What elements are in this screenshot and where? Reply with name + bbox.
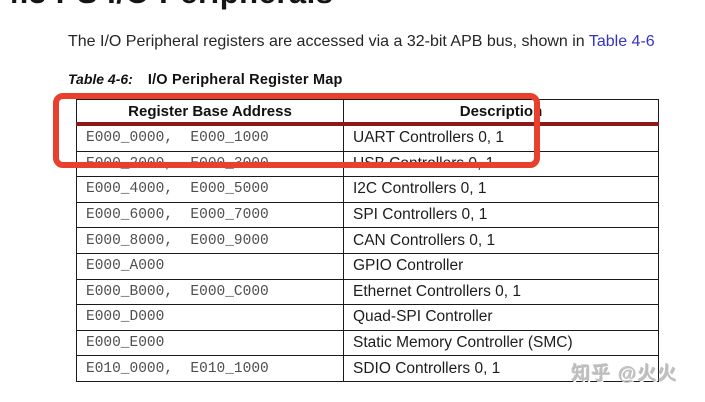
description-cell: UART Controllers 0, 1: [343, 123, 659, 152]
address-cell: E010_0000, E010_1000: [76, 355, 344, 382]
address-cell: E000_B000, E000_C000: [76, 278, 344, 306]
address-cell: E000_A000: [76, 252, 344, 280]
table-caption-title: I/O Peripheral Register Map: [147, 72, 343, 88]
column-header-register-base-address: Register Base Address: [76, 99, 344, 126]
table-caption: Table 4-6: I/O Peripheral Register Map: [68, 71, 343, 89]
address-cell: E000_2000, E000_3000: [76, 150, 344, 178]
table-row: E000_B000, E000_C000 Ethernet Controller…: [76, 278, 659, 306]
register-map-table: Register Base Address Description E000_0…: [76, 99, 659, 382]
section-heading: 4.3 PS I/O Peripherals: [2, 0, 562, 11]
register-table-body: E000_0000, E000_1000 UART Controllers 0,…: [76, 123, 659, 382]
description-cell: GPIO Controller: [343, 252, 659, 280]
address-cell: E000_4000, E000_5000: [76, 176, 344, 203]
description-cell: Quad-SPI Controller: [343, 304, 659, 331]
intro-paragraph: The I/O Peripheral registers are accesse…: [68, 31, 655, 53]
table-row: E010_0000, E010_1000 SDIO Controllers 0,…: [76, 355, 659, 382]
table-row: E000_A000 GPIO Controller: [76, 252, 659, 280]
table-row: E000_E000 Static Memory Controller (SMC): [76, 329, 659, 357]
address-cell: E000_D000: [76, 304, 344, 331]
description-cell: Ethernet Controllers 0, 1: [343, 278, 659, 306]
description-cell: I2C Controllers 0, 1: [343, 176, 659, 203]
table-row: E000_D000 Quad-SPI Controller: [76, 304, 659, 331]
column-header-description: Description: [343, 99, 659, 126]
intro-text: The I/O Peripheral registers are accesse…: [68, 33, 589, 50]
address-cell: E000_8000, E000_9000: [76, 227, 344, 254]
description-cell: CAN Controllers 0, 1: [343, 227, 659, 254]
table-row: E000_6000, E000_7000 SPI Controllers 0, …: [76, 201, 659, 229]
address-cell: E000_E000: [76, 329, 344, 357]
section-heading-text: 4.3 PS I/O Peripherals: [2, 0, 562, 11]
table-row: E000_8000, E000_9000 CAN Controllers 0, …: [76, 227, 659, 254]
description-cell: USB Controllers 0, 1: [343, 150, 659, 178]
table-row: E000_0000, E000_1000 UART Controllers 0,…: [76, 123, 659, 152]
description-cell: SDIO Controllers 0, 1: [343, 355, 659, 382]
address-cell: E000_6000, E000_7000: [76, 201, 344, 229]
table-4-6-link[interactable]: Table 4-6: [588, 33, 655, 50]
table-caption-label: Table 4-6:: [68, 71, 133, 87]
table-row: E000_4000, E000_5000 I2C Controllers 0, …: [76, 176, 659, 203]
table-row: E000_2000, E000_3000 USB Controllers 0, …: [76, 150, 659, 178]
description-cell: SPI Controllers 0, 1: [343, 201, 659, 229]
description-cell: Static Memory Controller (SMC): [343, 329, 659, 357]
table-header-row: Register Base Address Description: [76, 99, 659, 126]
address-cell: E000_0000, E000_1000: [76, 123, 344, 152]
